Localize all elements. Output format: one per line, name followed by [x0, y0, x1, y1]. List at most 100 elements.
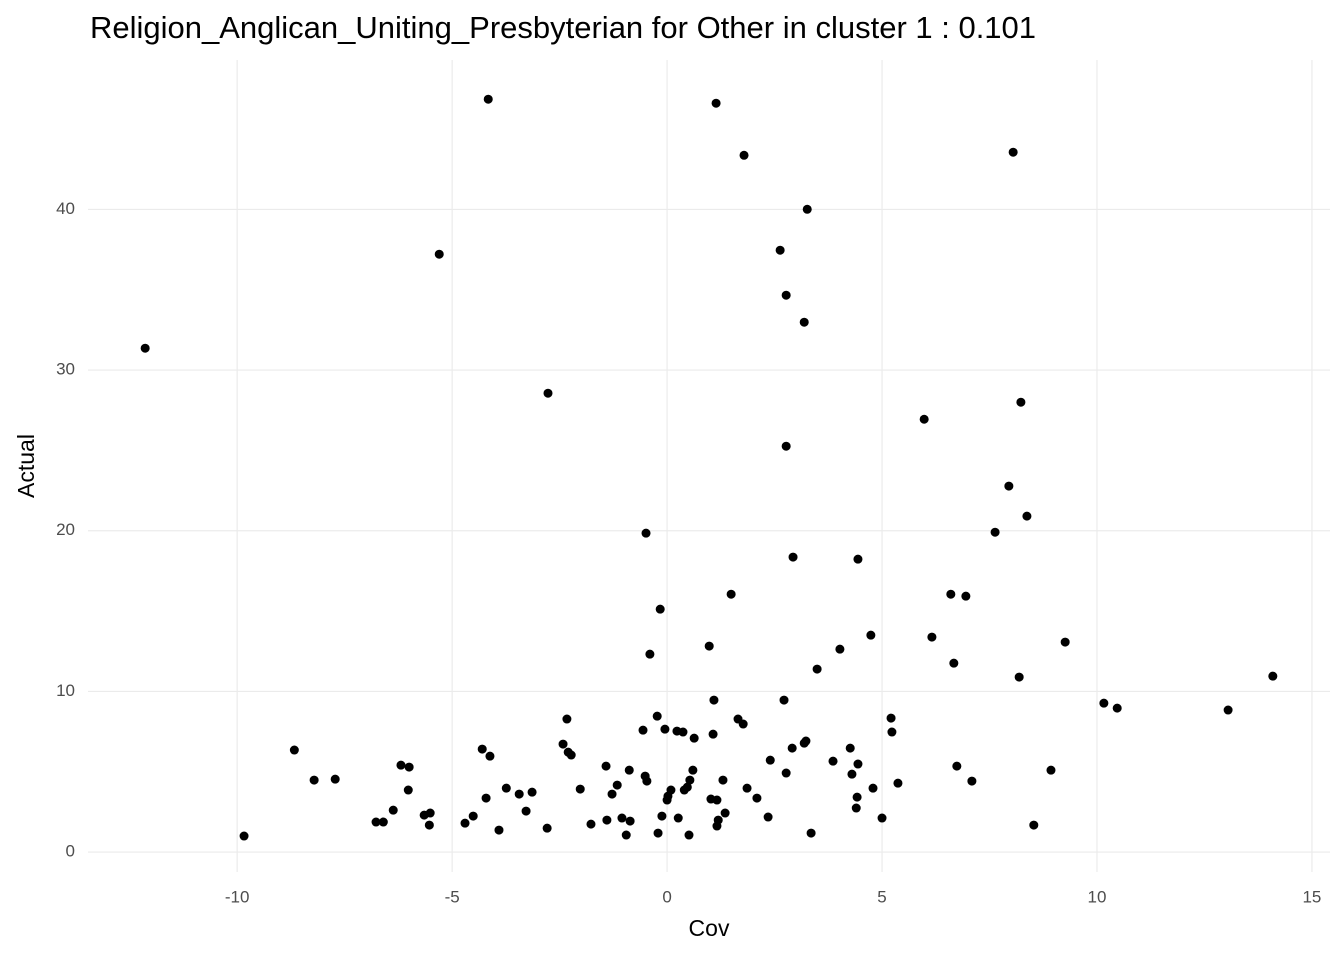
point: [709, 695, 719, 705]
point: [425, 808, 435, 818]
point: [685, 775, 695, 785]
point: [711, 98, 721, 108]
point: [851, 803, 861, 813]
point: [514, 789, 524, 799]
point: [657, 811, 667, 821]
point: [1004, 481, 1014, 491]
point: [666, 785, 676, 795]
point: [642, 776, 652, 786]
point: [607, 789, 617, 799]
y-tick-label: 30: [56, 360, 75, 379]
point: [660, 724, 670, 734]
point: [424, 820, 434, 830]
grid: [88, 60, 1330, 872]
point: [624, 765, 634, 775]
point: [802, 204, 812, 214]
point: [1046, 765, 1056, 775]
point: [689, 733, 699, 743]
x-tick-label: 10: [1088, 887, 1107, 906]
point: [781, 441, 791, 451]
point: [586, 819, 596, 829]
point: [720, 808, 730, 818]
point: [682, 782, 692, 792]
point: [688, 765, 698, 775]
point: [1029, 820, 1039, 830]
point: [468, 811, 478, 821]
point: [961, 591, 971, 601]
point: [847, 769, 857, 779]
point: [678, 727, 688, 737]
x-tick-label: -10: [225, 887, 250, 906]
point: [799, 317, 809, 327]
point: [812, 664, 822, 674]
point: [558, 739, 568, 749]
point: [239, 831, 249, 841]
point: [653, 828, 663, 838]
chart-title: Religion_Anglican_Uniting_Presbyterian f…: [90, 10, 1036, 45]
point: [845, 743, 855, 753]
point: [828, 756, 838, 766]
point: [625, 816, 635, 826]
point: [852, 792, 862, 802]
point: [612, 780, 622, 790]
point: [483, 94, 493, 104]
point: [638, 725, 648, 735]
y-tick-label: 40: [56, 199, 75, 218]
point: [763, 812, 773, 822]
point: [726, 589, 736, 599]
point: [1268, 671, 1278, 681]
point: [775, 245, 785, 255]
x-tick-label: 0: [662, 887, 671, 906]
point: [1112, 703, 1122, 713]
y-tick-label: 10: [56, 681, 75, 700]
point: [739, 150, 749, 160]
point: [434, 249, 444, 259]
point: [919, 414, 929, 424]
y-tick-label: 0: [66, 842, 75, 861]
point: [866, 630, 876, 640]
point: [460, 818, 470, 828]
point: [787, 743, 797, 753]
point: [708, 729, 718, 739]
point: [946, 589, 956, 599]
point: [990, 527, 1000, 537]
point: [886, 713, 896, 723]
x-tick-label: -5: [445, 887, 460, 906]
point: [801, 736, 811, 746]
point: [601, 761, 611, 771]
point: [388, 805, 398, 815]
point: [1008, 147, 1018, 157]
point: [477, 744, 487, 754]
point: [371, 817, 381, 827]
y-axis-title: Actual: [13, 434, 39, 498]
x-tick-label: 15: [1302, 887, 1321, 906]
point: [617, 813, 627, 823]
point: [501, 783, 511, 793]
point: [752, 793, 762, 803]
point: [713, 815, 723, 825]
point: [893, 778, 903, 788]
point: [481, 793, 491, 803]
point: [527, 787, 537, 797]
point: [140, 343, 150, 353]
point: [403, 785, 413, 795]
point: [404, 762, 414, 772]
point: [1022, 511, 1032, 521]
point: [835, 644, 845, 654]
point: [602, 815, 612, 825]
point: [562, 714, 572, 724]
point: [521, 806, 531, 816]
points: [140, 94, 1278, 841]
point: [543, 388, 553, 398]
point: [806, 828, 816, 838]
point: [1223, 705, 1233, 715]
point: [704, 641, 714, 651]
point: [788, 552, 798, 562]
point: [1014, 672, 1024, 682]
point: [868, 783, 878, 793]
point: [378, 817, 388, 827]
point: [887, 727, 897, 737]
point: [742, 783, 752, 793]
point: [1099, 698, 1109, 708]
